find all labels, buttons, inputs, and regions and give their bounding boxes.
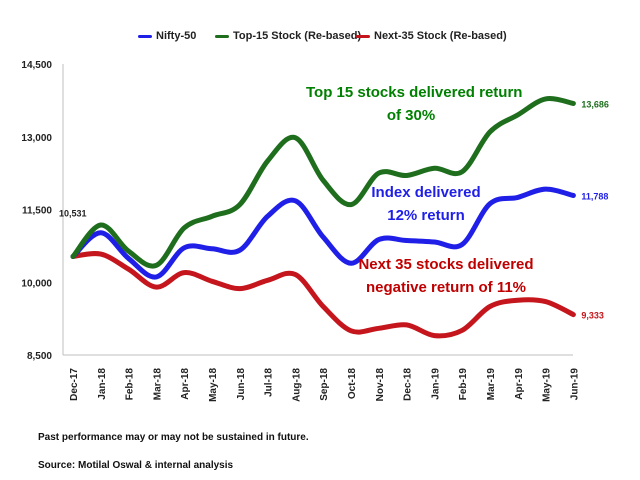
y-tick-label: 14,500 — [21, 60, 52, 71]
x-tick-label: Aug-18 — [291, 368, 302, 402]
y-tick-label: 10,000 — [21, 278, 52, 289]
footnote-source: Source: Motilal Oswal & internal analysi… — [38, 460, 234, 471]
annotation-nifty-line2: 12% return — [387, 207, 465, 224]
annotation-next35-line1: Next 35 stocks delivered — [358, 256, 534, 273]
annotation-top15: Top 15 stocks delivered return of 30% — [306, 81, 523, 127]
annotation-next35: Next 35 stocks delivered negative return… — [356, 253, 536, 299]
start-value-label: 10,531 — [59, 208, 87, 218]
x-tick-label: May-19 — [542, 368, 553, 402]
x-tick-label: Mar-18 — [152, 368, 163, 401]
x-tick-label: Oct-18 — [347, 368, 358, 400]
legend-label-nifty: Nifty-50 — [156, 30, 197, 42]
legend-swatch-next35 — [356, 34, 370, 38]
legend-item-next35: Next-35 Stock (Re-based) — [356, 30, 507, 42]
x-tick-label: Nov-18 — [375, 368, 386, 402]
x-tick-label: Jun-19 — [569, 368, 580, 401]
y-tick-label: 8,500 — [27, 351, 52, 362]
legend-item-nifty: Nifty-50 — [138, 30, 196, 42]
end-value-label-nifty: 11,788 — [581, 192, 608, 202]
annotation-next35-line2: negative return of 11% — [365, 279, 527, 296]
y-tick-label: 13,000 — [21, 133, 52, 144]
y-tick-label: 11,500 — [22, 206, 52, 217]
legend-swatch-nifty — [138, 34, 152, 38]
annotation-top15-line2: of 30% — [386, 107, 436, 124]
x-tick-label: Mar-19 — [486, 368, 497, 401]
x-tick-label: Jun-18 — [236, 368, 247, 401]
end-value-label-top15: 13,686 — [581, 99, 609, 109]
x-tick-label: Dec-17 — [69, 368, 80, 401]
end-value-label-next35: 9,333 — [581, 311, 604, 321]
legend-label-next35: Next-35 Stock (Re-based) — [374, 30, 507, 42]
x-tick-label: Feb-18 — [125, 368, 136, 401]
x-tick-label: Dec-18 — [403, 368, 414, 401]
legend-item-top15: Top-15 Stock (Re-based) — [215, 30, 361, 42]
x-tick-label: Apr-18 — [180, 368, 191, 400]
annotation-nifty: Index delivered 12% return — [366, 181, 486, 227]
chart-legend: Nifty-50 Top-15 Stock (Re-based) Next-35… — [0, 30, 640, 50]
annotation-nifty-line1: Index delivered — [371, 184, 481, 201]
legend-label-top15: Top-15 Stock (Re-based) — [233, 30, 362, 42]
x-tick-label: Sep-18 — [319, 368, 330, 401]
legend-swatch-top15 — [215, 34, 229, 38]
x-tick-label: Jan-19 — [430, 368, 441, 400]
footnote-disclaimer: Past performance may or may not be susta… — [38, 432, 309, 443]
x-tick-label: Jul-18 — [264, 368, 275, 397]
x-tick-label: Feb-19 — [458, 368, 469, 401]
annotation-top15-line1: Top 15 stocks delivered return — [306, 84, 523, 101]
x-tick-label: Apr-19 — [514, 368, 525, 400]
x-tick-label: Jan-18 — [97, 368, 108, 400]
x-tick-label: May-18 — [208, 368, 219, 402]
